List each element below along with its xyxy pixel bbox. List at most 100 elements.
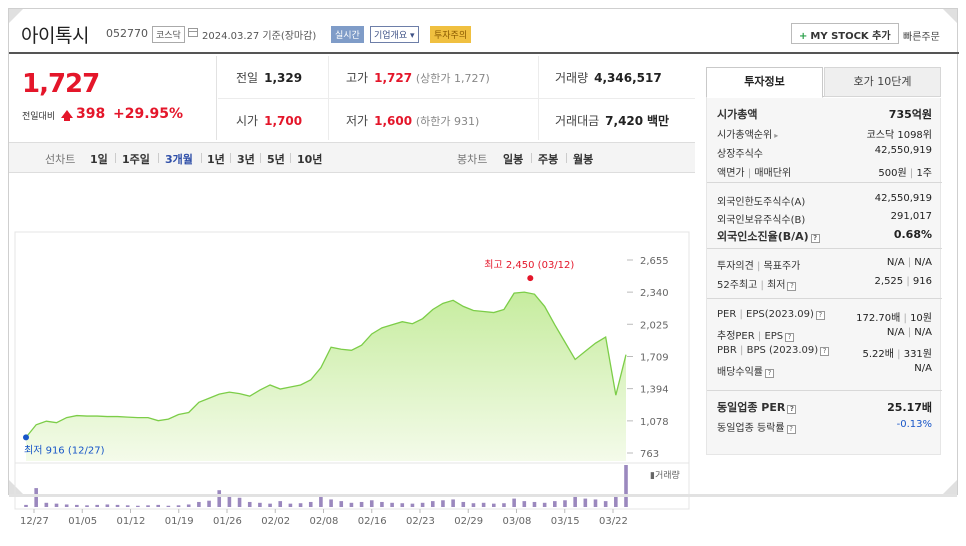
volume-bar — [603, 501, 608, 507]
y-tick-label: 2,655 — [640, 256, 669, 267]
tab-candle-month[interactable]: 월봉 — [573, 153, 594, 166]
tab-period-1w[interactable]: 1주일 — [122, 153, 150, 166]
y-tick-label: 1,078 — [640, 417, 669, 428]
realtime-button[interactable]: 실시간 — [331, 26, 364, 43]
tab-period-1d[interactable]: 1일 — [90, 153, 108, 166]
volume-bar — [614, 494, 618, 507]
corp-info-dropdown[interactable]: 기업개요 ▾ — [370, 26, 419, 43]
info-row: 동일업종 등락률? -0.13% — [717, 418, 932, 434]
divider: | — [904, 327, 915, 338]
volume-bar — [349, 502, 354, 507]
info-label-text: 목표주가 — [763, 261, 801, 272]
volume-bar — [136, 505, 140, 507]
info-label-text: 액면가 — [717, 168, 745, 179]
y-tick-label: 2,340 — [640, 288, 669, 299]
volume-bar — [24, 504, 28, 507]
volume-bar — [471, 503, 476, 507]
x-tick-label: 03/22 — [599, 516, 628, 527]
x-tick-label: 02/08 — [310, 516, 339, 527]
divider — [158, 153, 159, 163]
tab-period-5y[interactable]: 5년 — [267, 153, 285, 166]
info-value: 42,550,919 — [875, 193, 932, 204]
volume-bar — [166, 505, 171, 507]
x-tick-label: 02/23 — [406, 516, 435, 527]
info-label: PBR | BPS (2023.09)? — [717, 345, 830, 356]
volume-bar — [85, 505, 89, 507]
invest-info-panel: 투자정보 호가 10단계 시가총액 735억원 시가총액순위 ▸ 코스닥 1098위 상장… — [706, 67, 942, 455]
tab-period-3y[interactable]: 3년 — [237, 153, 255, 166]
line-chart-label: 선차트 — [45, 153, 76, 166]
info-row: PER | EPS(2023.09)? 172.70배 | 10원 — [717, 308, 932, 324]
volume-bar — [75, 504, 79, 507]
volume-panel-frame — [14, 462, 690, 510]
calendar-icon — [188, 28, 198, 37]
info-value-text: 1주 — [916, 168, 932, 179]
stock-code: 052770 — [106, 27, 148, 40]
info-label-text: 추정PER — [717, 331, 755, 342]
chevron-right-icon[interactable]: ▸ — [774, 131, 779, 140]
help-icon[interactable]: ? — [787, 405, 797, 414]
info-label: 추정PER | EPS? — [717, 327, 795, 342]
volume-bar — [491, 503, 496, 507]
info-label-text: 52주최고 — [717, 280, 758, 291]
volume-bar — [54, 503, 59, 507]
info-label: 시가총액 — [717, 106, 757, 122]
info-row: 외국인한도주식수(A) 42,550,919 — [717, 192, 932, 208]
info-label-text: 시가총액 — [717, 108, 758, 121]
y-tick-label: 1,709 — [640, 353, 669, 364]
info-label-text: PBR — [717, 345, 737, 356]
help-icon[interactable]: ? — [810, 234, 820, 243]
tab-candle-week[interactable]: 주봉 — [538, 153, 559, 166]
high-point-marker — [527, 275, 534, 282]
info-value-text: 500원 — [878, 168, 907, 179]
info-value: 500원 | 1주 — [878, 164, 932, 179]
volume-bar — [563, 500, 567, 507]
tab-period-1y[interactable]: 1년 — [207, 153, 225, 166]
info-label: 외국인한도주식수(A) — [717, 193, 805, 208]
volume-bar — [451, 499, 455, 507]
info-row: 투자의견 | 목표주가 N/A | N/A — [717, 256, 932, 272]
help-icon[interactable]: ? — [785, 333, 795, 342]
info-label: 동일업종 등락률? — [717, 419, 796, 434]
volume-bar — [115, 504, 120, 507]
info-section-s5: 동일업종 PER? 25.17배 동일업종 등락률? -0.13% — [707, 391, 942, 444]
info-value: 코스닥 1098위 — [867, 126, 932, 141]
current-price: 1,727 — [22, 69, 100, 99]
volume-bar — [125, 505, 130, 507]
info-value-text: N/A — [886, 327, 905, 338]
volume-bar — [156, 504, 161, 507]
open-price: 시가 1,700 — [236, 114, 303, 128]
tab-invest-info[interactable]: 투자정보 — [706, 67, 823, 98]
x-tick-label: 02/29 — [454, 516, 483, 527]
info-section-s3: 투자의견 | 목표주가 N/A | N/A 52주최고 | 최저? 2,525 | 9… — [707, 249, 942, 299]
help-icon[interactable]: ? — [765, 369, 774, 378]
volume-bar — [542, 502, 547, 507]
tab-candle-day[interactable]: 일봉 — [503, 153, 524, 166]
info-value-text: 291,017 — [890, 211, 932, 222]
price-chart[interactable]: 2,655 2,340 2,025 1,709 1,394 1,078 763 최고 2,45… — [9, 174, 695, 543]
stock-header: 아이톡시 052770 코스닥 2024.03.27 기준(장마감) 실시간 기… — [9, 9, 959, 54]
info-value: 735억원 — [889, 106, 932, 122]
info-label-text: 최저 — [767, 280, 786, 291]
tab-period-3m[interactable]: 3개월 — [165, 153, 193, 166]
info-value-text: 코스닥 1098위 — [866, 130, 932, 141]
info-label-text: 동일업종 PER — [717, 401, 786, 414]
quick-order-link[interactable]: 빠른주문 — [903, 32, 940, 43]
corner-decoration — [943, 480, 957, 494]
volume-bar — [64, 504, 69, 507]
info-value-text: 5.22배 — [862, 349, 894, 360]
help-icon[interactable]: ? — [786, 425, 796, 434]
divider: | — [736, 309, 747, 320]
info-value: 291,017 — [891, 211, 932, 222]
info-label: 외국인보유주식수(B) — [717, 211, 805, 226]
divider: | — [754, 331, 765, 342]
tab-orderbook[interactable]: 호가 10단계 — [824, 67, 941, 97]
add-mystock-button[interactable]: + MY STOCK 추가 — [791, 23, 899, 44]
info-label: PER | EPS(2023.09)? — [717, 309, 825, 320]
help-icon[interactable]: ? — [815, 311, 825, 320]
info-value: 5.22배 | 331원 — [863, 345, 933, 360]
tab-period-10y[interactable]: 10년 — [297, 153, 323, 166]
help-icon[interactable]: ? — [787, 282, 797, 291]
price-line — [25, 291, 627, 438]
help-icon[interactable]: ? — [820, 347, 830, 356]
